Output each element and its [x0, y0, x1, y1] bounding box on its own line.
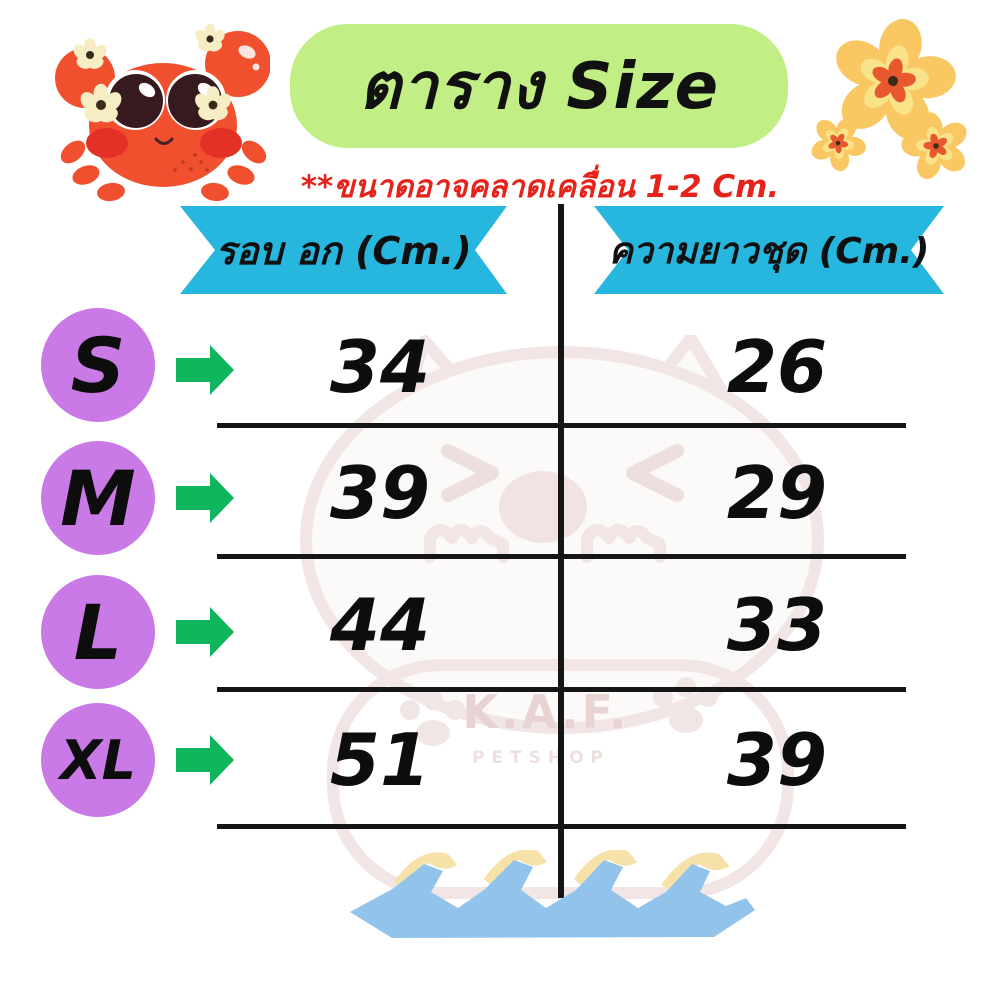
- length-value-xl: 39: [726, 718, 828, 802]
- watermark-sub: PETSHOP: [472, 748, 610, 768]
- row-divider: [217, 824, 906, 829]
- waves-icon: [350, 850, 755, 938]
- length-value-l: 33: [726, 583, 828, 667]
- watermark-brand: K.A.F.: [462, 685, 629, 739]
- page-title: ตาราง Size: [358, 50, 720, 124]
- chest-value-s: 34: [329, 325, 431, 409]
- column-header-chest-label: รอบ อก (Cm.): [215, 228, 472, 273]
- chest-value-xl: 51: [329, 718, 431, 802]
- cat-paw-left-icon: [424, 524, 509, 563]
- size-badge-l: L: [41, 575, 155, 689]
- chest-value-m: 39: [329, 451, 431, 535]
- cat-eye-right-icon: [626, 444, 684, 502]
- size-badge-label: M: [60, 453, 136, 543]
- crab-flowers: [73, 23, 231, 123]
- length-value-s: 26: [726, 325, 828, 409]
- ribbon-banner-icon: [180, 206, 507, 294]
- ribbon-banner-icon: [594, 206, 944, 294]
- arrow-right-icon: [176, 735, 234, 785]
- length-value-m: 29: [726, 451, 828, 535]
- cat-paw-right-icon: [581, 524, 666, 563]
- size-badge-s: S: [41, 308, 155, 422]
- row-divider: [217, 423, 906, 428]
- chest-value-l: 44: [329, 583, 431, 667]
- column-header-length: ความยาวชุด (Cm.): [594, 206, 944, 294]
- size-badge-xl: XL: [41, 703, 155, 817]
- cat-eye-left-icon: [441, 444, 499, 502]
- size-badge-label: S: [70, 320, 126, 410]
- paw-print-left-icon: [400, 690, 465, 746]
- title-pill: ตาราง Size: [290, 24, 788, 148]
- column-header-chest: รอบ อก (Cm.): [180, 206, 507, 294]
- row-divider: [217, 554, 906, 559]
- size-badge-m: M: [41, 441, 155, 555]
- column-divider-line: [558, 204, 564, 898]
- crab-mouth: [154, 137, 174, 145]
- crab-texture-dots: [173, 153, 209, 172]
- size-badge-label: L: [73, 587, 123, 677]
- crab-icon: [55, 23, 270, 202]
- size-tolerance-note: **ขนาดอาจคลาดเคลื่อน 1-2 Cm.: [300, 169, 780, 205]
- crab-claw-shine: [238, 45, 260, 71]
- paw-print-right-icon: [653, 677, 718, 733]
- arrow-right-icon: [176, 473, 234, 523]
- cat-mouth-icon: [499, 471, 587, 543]
- arrow-right-icon: [176, 607, 234, 657]
- crab-cheeks: [86, 128, 242, 158]
- arrow-right-icon: [176, 345, 234, 395]
- row-divider: [217, 687, 906, 692]
- column-header-length-label: ความยาวชุด (Cm.): [608, 230, 930, 272]
- size-badge-label: XL: [59, 728, 137, 792]
